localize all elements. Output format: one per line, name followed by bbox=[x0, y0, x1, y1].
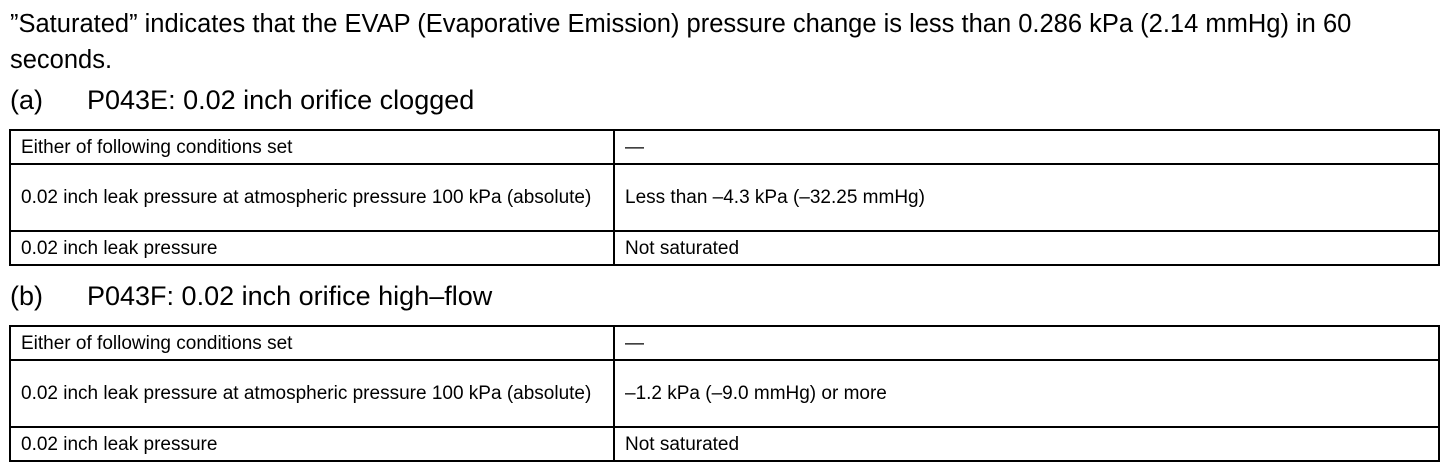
intro-paragraph: ”Saturated” indicates that the EVAP (Eva… bbox=[10, 10, 1352, 74]
section-heading-b: (b) P043F: 0.02 inch orifice high–flow bbox=[10, 280, 492, 312]
condition-cell: 0.02 inch leak pressure at atmospheric p… bbox=[9, 163, 615, 232]
table-row: 0.02 inch leak pressure at atmospheric p… bbox=[9, 163, 1440, 232]
section-letter: (a) bbox=[10, 85, 43, 115]
table-row: 0.02 inch leak pressure Not saturated bbox=[9, 230, 1440, 266]
table-row: 0.02 inch leak pressure Not saturated bbox=[9, 426, 1440, 462]
condition-cell: 0.02 inch leak pressure at atmospheric p… bbox=[9, 359, 615, 428]
value-cell: –1.2 kPa (–9.0 mmHg) or more bbox=[613, 359, 1440, 428]
value-cell: — bbox=[613, 325, 1440, 361]
value-cell: — bbox=[613, 129, 1440, 165]
conditions-table-a: Either of following conditions set — 0.0… bbox=[9, 129, 1440, 266]
conditions-table-b: Either of following conditions set — 0.0… bbox=[9, 325, 1440, 462]
condition-cell: 0.02 inch leak pressure bbox=[9, 426, 615, 462]
condition-cell: Either of following conditions set bbox=[9, 129, 615, 165]
table-row: 0.02 inch leak pressure at atmospheric p… bbox=[9, 359, 1440, 428]
value-cell: Not saturated bbox=[613, 426, 1440, 462]
value-cell: Not saturated bbox=[613, 230, 1440, 266]
table-row: Either of following conditions set — bbox=[9, 325, 1440, 361]
table-row: Either of following conditions set — bbox=[9, 129, 1440, 165]
value-cell: Less than –4.3 kPa (–32.25 mmHg) bbox=[613, 163, 1440, 232]
section-letter: (b) bbox=[10, 281, 43, 311]
section-heading-a: (a) P043E: 0.02 inch orifice clogged bbox=[10, 84, 474, 116]
condition-cell: 0.02 inch leak pressure bbox=[9, 230, 615, 266]
section-title: P043E: 0.02 inch orifice clogged bbox=[87, 85, 475, 115]
condition-cell: Either of following conditions set bbox=[9, 325, 615, 361]
section-title: P043F: 0.02 inch orifice high–flow bbox=[87, 281, 493, 311]
